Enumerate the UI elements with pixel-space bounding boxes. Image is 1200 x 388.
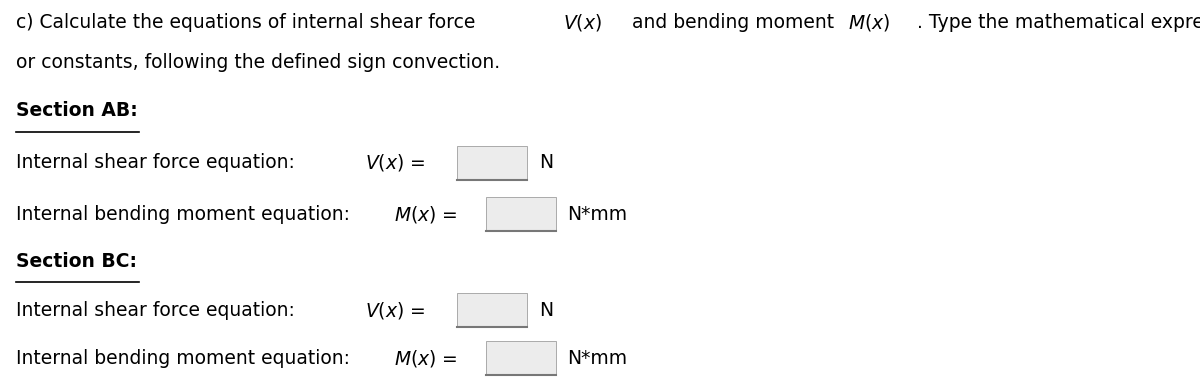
Text: or constants, following the defined sign convection.: or constants, following the defined sign… xyxy=(16,54,499,72)
Text: Internal bending moment equation:: Internal bending moment equation: xyxy=(16,349,355,367)
Text: N: N xyxy=(539,301,553,319)
FancyBboxPatch shape xyxy=(457,146,527,180)
Text: $\mathit{V}(x)$ =: $\mathit{V}(x)$ = xyxy=(365,300,425,320)
Text: $\mathit{V}(x)$: $\mathit{V}(x)$ xyxy=(563,12,601,33)
Text: Internal bending moment equation:: Internal bending moment equation: xyxy=(16,205,355,223)
Text: $\mathit{M}(x)$ =: $\mathit{M}(x)$ = xyxy=(394,204,457,225)
Text: . Type the mathematical expressions: . Type the mathematical expressions xyxy=(917,13,1200,31)
Text: $\mathit{M}(x)$: $\mathit{M}(x)$ xyxy=(848,12,890,33)
Text: $\mathit{V}(x)$ =: $\mathit{V}(x)$ = xyxy=(365,152,425,173)
Text: Section AB:: Section AB: xyxy=(16,101,137,120)
Text: $\mathit{M}(x)$ =: $\mathit{M}(x)$ = xyxy=(394,348,457,369)
Text: N*mm: N*mm xyxy=(568,349,628,367)
Text: N: N xyxy=(539,154,553,172)
FancyBboxPatch shape xyxy=(486,341,556,375)
Text: Internal shear force equation:: Internal shear force equation: xyxy=(16,301,300,319)
Text: Internal shear force equation:: Internal shear force equation: xyxy=(16,154,300,172)
FancyBboxPatch shape xyxy=(486,197,556,231)
Text: Section BC:: Section BC: xyxy=(16,252,137,270)
Text: and bending moment: and bending moment xyxy=(626,13,840,31)
Text: N*mm: N*mm xyxy=(568,205,628,223)
FancyBboxPatch shape xyxy=(457,293,527,327)
Text: c) Calculate the equations of internal shear force: c) Calculate the equations of internal s… xyxy=(16,13,481,31)
